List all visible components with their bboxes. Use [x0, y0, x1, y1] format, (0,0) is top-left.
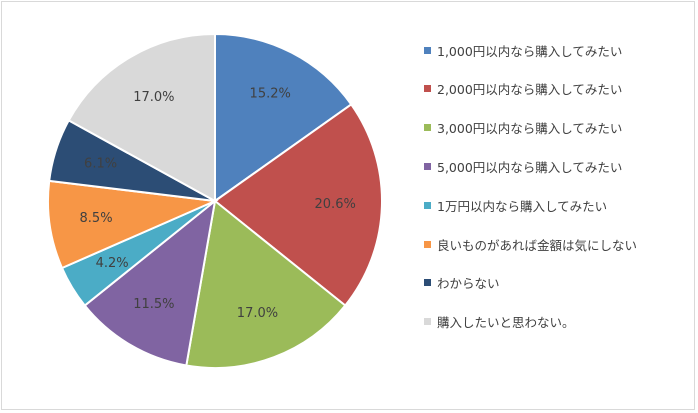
pie-data-labels: 15.2% 20.6% 17.0% 11.5% 4.2% 8.5% 6.1% 17.0%	[80, 87, 356, 321]
legend-item-7: わからない	[424, 273, 500, 293]
pie-slice-2	[213, 103, 383, 307]
legend-swatch	[424, 318, 431, 326]
data-label-1: 15.2%	[250, 87, 291, 102]
pie-slices	[47, 32, 383, 369]
legend-label: 購入したいと思わない。	[437, 315, 575, 331]
legend-item-8: 購入したいと思わない。	[424, 312, 575, 332]
legend-label: 1万円以内なら購入してみたい	[437, 198, 608, 214]
data-label-4: 11.5%	[133, 297, 174, 312]
data-label-7: 6.1%	[84, 157, 117, 172]
legend-label: 3,000円以内なら購入してみたい	[437, 121, 623, 137]
legend-label: わからない	[437, 276, 500, 292]
legend-item-5: 1万円以内なら購入してみたい	[424, 195, 607, 215]
legend-swatch	[424, 46, 431, 54]
pie-slice-3	[185, 199, 347, 369]
pie-slice-8	[67, 32, 216, 203]
legend-item-6: 良いものがあれば金額は気にしない	[424, 234, 637, 254]
legend-label: 1,000円以内なら購入してみたい	[437, 43, 623, 59]
legend-label: 5,000円以内なら購入してみたい	[437, 159, 623, 175]
legend-item-1: 1,000円以内なら購入してみたい	[424, 40, 622, 60]
legend-swatch	[424, 85, 431, 93]
legend-swatch	[424, 240, 431, 248]
data-label-2: 20.6%	[315, 197, 356, 212]
pie-slice-1	[214, 32, 353, 203]
legend-swatch	[424, 162, 431, 170]
pie-slice-4	[83, 198, 217, 367]
legend-label: 良いものがあれば金額は気にしない	[437, 237, 638, 253]
data-label-8: 17.0%	[133, 90, 174, 105]
legend-swatch	[424, 279, 431, 287]
legend-swatch	[424, 201, 431, 209]
data-label-5: 4.2%	[96, 256, 129, 271]
legend-swatch	[424, 124, 431, 132]
data-label-6: 8.5%	[80, 211, 113, 226]
legend-label: 2,000円以内なら購入してみたい	[437, 82, 623, 98]
legend-item-2: 2,000円以内なら購入してみたい	[424, 79, 622, 99]
legend-item-4: 5,000円以内なら購入してみたい	[424, 156, 622, 176]
pie-slice-6	[47, 179, 219, 270]
data-label-3: 17.0%	[237, 306, 278, 321]
legend-item-3: 3,000円以内なら購入してみたい	[424, 118, 622, 138]
